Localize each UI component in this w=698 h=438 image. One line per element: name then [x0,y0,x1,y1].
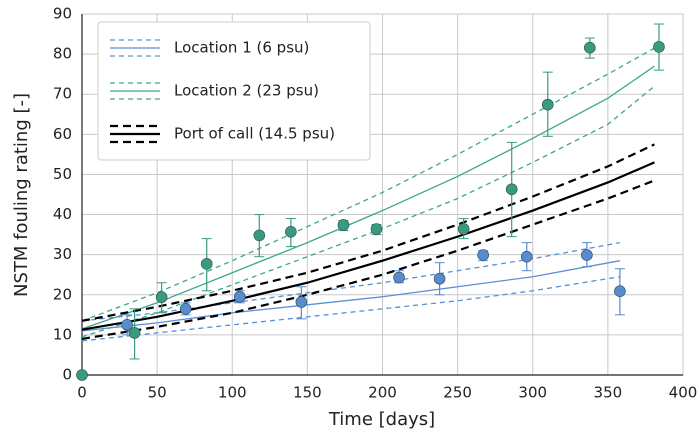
x-tick-label: 100 [218,384,247,402]
data-point [295,296,308,308]
y-tick-label: 50 [53,165,72,183]
data-point [433,272,446,285]
fit-line [81,65,655,330]
y-tick-label: 10 [53,325,72,343]
confidence-line [81,276,620,342]
data-point [393,271,405,284]
data-point [541,98,554,111]
data-point [614,285,626,297]
x-tick-label: 0 [77,384,87,402]
confidence-line [81,85,655,338]
data-point [155,291,168,303]
confidence-line [81,241,621,322]
data-point [337,219,350,231]
y-tick-label: 40 [53,205,72,223]
x-tick-label: 300 [518,384,547,402]
data-point [285,226,297,238]
data-point [584,41,596,54]
legend-label: Port of call (14.5 psu) [174,125,335,143]
data-point [128,327,141,339]
data-point [520,250,533,263]
data-point [253,229,266,242]
x-tick-label: 400 [669,384,698,402]
legend-label: Location 1 (6 psu) [174,39,309,57]
x-axis-label: Time [days] [328,409,435,430]
x-tick-label: 350 [594,384,623,402]
y-tick-label: 30 [53,245,72,263]
legend-label: Location 2 (23 psu) [174,82,319,100]
x-tick-label: 50 [148,384,167,402]
data-point [477,249,489,261]
data-point [121,319,133,331]
data-point [505,183,518,196]
x-tick-label: 200 [368,384,397,402]
fit-line [81,260,621,332]
data-point [653,41,665,53]
y-axis-label: NSTM fouling rating [-] [11,93,32,297]
data-point [233,290,246,303]
legend-box [97,21,371,161]
data-point [581,249,593,261]
y-tick-label: 90 [53,5,72,23]
y-tick-label: 20 [53,285,72,303]
y-tick-label: 80 [53,45,72,63]
confidence-line [81,143,655,322]
data-point [370,223,383,235]
y-tick-label: 0 [62,366,72,384]
data-point [179,303,192,315]
x-tick-label: 250 [443,384,472,402]
confidence-line [81,47,655,322]
y-tick-label: 60 [53,125,72,143]
data-point [457,223,470,235]
data-point [76,369,88,381]
x-tick-label: 150 [293,384,322,402]
y-tick-label: 70 [53,85,72,103]
data-point [200,258,213,270]
